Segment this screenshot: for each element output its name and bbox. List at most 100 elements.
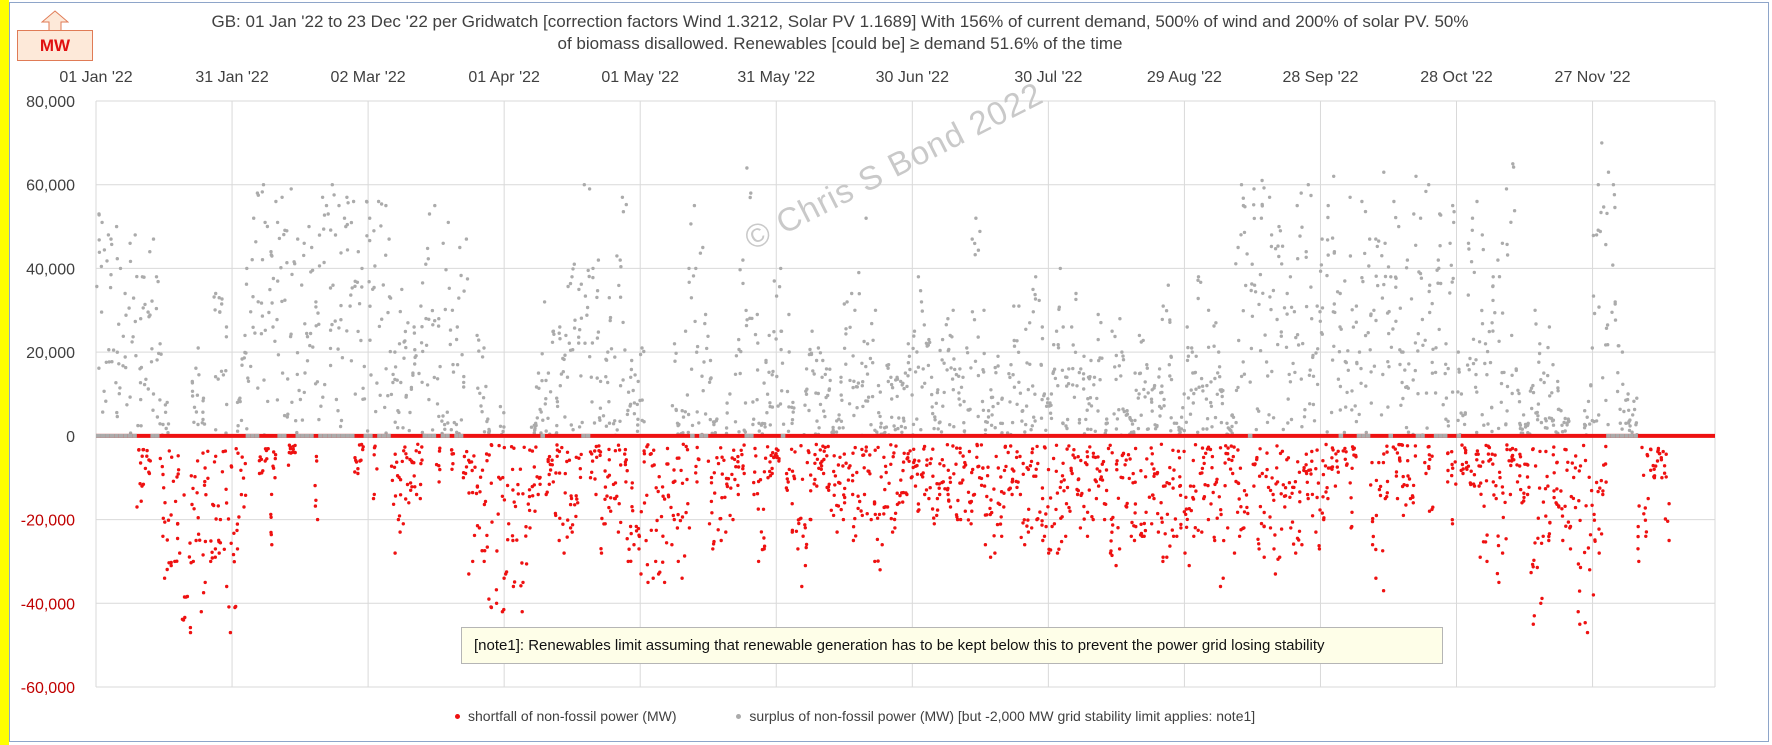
- surplus-point: [1355, 361, 1359, 366]
- shortfall-point: [827, 488, 831, 492]
- shortfall-point: [1294, 551, 1298, 555]
- surplus-point: [336, 347, 340, 351]
- surplus-point: [1157, 367, 1162, 371]
- surplus-point: [1092, 375, 1097, 379]
- shortfall-point: [188, 625, 193, 630]
- surplus-point: [1320, 237, 1324, 241]
- shortfall-point: [1540, 596, 1544, 601]
- shortfall-point: [1219, 508, 1223, 512]
- surplus-point: [1299, 377, 1304, 381]
- shortfall-point: [1378, 493, 1383, 498]
- surplus-point: [1325, 238, 1330, 242]
- surplus-point: [158, 398, 162, 402]
- shortfall-point: [1200, 466, 1205, 471]
- shortfall-point: [970, 470, 974, 475]
- surplus-point: [756, 341, 760, 345]
- shortfall-point: [1547, 534, 1551, 539]
- shortfall-point: [680, 515, 685, 519]
- surplus-point: [608, 318, 612, 323]
- surplus-point: [391, 372, 395, 377]
- surplus-point: [1124, 413, 1129, 417]
- surplus-point: [1049, 416, 1054, 421]
- surplus-point: [939, 430, 944, 434]
- surplus-point: [724, 426, 729, 430]
- shortfall-point: [1407, 477, 1412, 481]
- shortfall-point: [290, 450, 295, 454]
- shortfall-point: [414, 449, 418, 453]
- shortfall-point: [1147, 495, 1152, 499]
- surplus-point: [772, 279, 776, 283]
- surplus-point: [953, 367, 957, 372]
- shortfall-point: [170, 455, 174, 459]
- shortfall-point: [800, 477, 805, 481]
- shortfall-point: [1226, 526, 1230, 530]
- shortfall-point: [550, 458, 554, 462]
- shortfall-point: [1551, 453, 1556, 457]
- shortfall-point: [894, 444, 898, 448]
- surplus-point: [965, 346, 969, 350]
- surplus-point: [1026, 387, 1031, 392]
- surplus-point: [115, 410, 119, 415]
- surplus-point: [1258, 349, 1263, 353]
- surplus-point: [598, 406, 603, 410]
- surplus-point: [1205, 427, 1209, 431]
- surplus-point: [974, 216, 978, 220]
- shortfall-point: [873, 559, 877, 564]
- shortfall-point: [666, 493, 671, 497]
- surplus-point: [1392, 199, 1396, 204]
- shortfall-point: [753, 446, 757, 451]
- shortfall-point: [1161, 484, 1166, 488]
- surplus-point: [303, 322, 307, 326]
- shortfall-point: [770, 471, 774, 476]
- surplus-point: [1174, 421, 1179, 425]
- shortfall-point: [1246, 511, 1250, 516]
- shortfall-point: [1574, 454, 1578, 458]
- shortfall-point: [661, 534, 665, 538]
- shortfall-point: [1065, 485, 1070, 490]
- surplus-point: [1186, 354, 1191, 358]
- shortfall-point: [240, 455, 244, 459]
- surplus-point: [1304, 250, 1308, 254]
- shortfall-point: [557, 449, 562, 454]
- shortfall-point: [1275, 466, 1279, 470]
- shortfall-point: [836, 463, 841, 467]
- shortfall-point: [569, 494, 573, 498]
- surplus-point: [464, 237, 469, 241]
- surplus-point: [1425, 426, 1429, 430]
- shortfall-point: [1235, 510, 1240, 514]
- shortfall-point: [1110, 530, 1114, 534]
- surplus-point: [1413, 341, 1418, 345]
- surplus-point: [1304, 255, 1308, 259]
- surplus-point: [146, 310, 150, 314]
- shortfall-point: [678, 518, 683, 523]
- surplus-point: [912, 334, 916, 338]
- shortfall-point: [730, 472, 734, 477]
- shortfall-point: [784, 486, 789, 490]
- shortfall-point: [711, 547, 715, 551]
- surplus-point: [1480, 322, 1485, 326]
- shortfall-point: [1446, 468, 1450, 473]
- shortfall-point: [930, 507, 935, 511]
- shortfall-point: [574, 455, 578, 459]
- shortfall-point: [929, 457, 933, 461]
- surplus-point: [1236, 385, 1240, 390]
- surplus-point: [1523, 425, 1528, 429]
- surplus-point: [134, 354, 138, 358]
- surplus-point: [1582, 422, 1587, 427]
- shortfall-point: [487, 597, 491, 601]
- surplus-point: [245, 427, 249, 431]
- surplus-point: [790, 421, 794, 426]
- surplus-point: [1611, 183, 1616, 187]
- surplus-point: [424, 343, 429, 347]
- shortfall-point: [925, 458, 929, 462]
- surplus-point: [1293, 370, 1297, 375]
- surplus-point: [767, 333, 771, 338]
- shortfall-point: [505, 483, 510, 488]
- shortfall-point: [402, 449, 406, 453]
- shortfall-point: [833, 483, 837, 487]
- shortfall-point: [639, 572, 643, 576]
- surplus-point: [901, 381, 905, 385]
- surplus-point: [713, 431, 717, 435]
- surplus-point: [920, 309, 924, 313]
- shortfall-point: [831, 513, 836, 518]
